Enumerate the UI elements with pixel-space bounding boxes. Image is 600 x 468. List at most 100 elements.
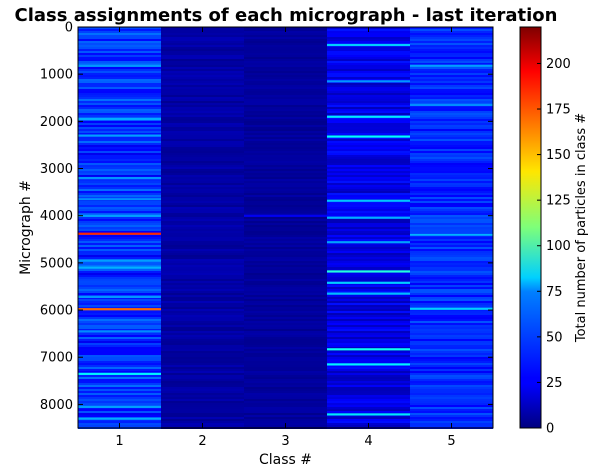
heatmap-band [410,161,493,163]
heatmap-cell-highlight [244,214,327,217]
heatmap-band [410,359,493,361]
heatmap-band [327,249,410,251]
heatmap-band [78,97,161,99]
heatmap-band [161,251,244,253]
heatmap-band [327,393,410,395]
heatmap-band [78,219,161,221]
heatmap-band [410,99,493,101]
heatmap-band [410,263,493,265]
heatmap-band [161,309,244,311]
heatmap-band [244,389,327,391]
heatmap-band [78,363,161,365]
heatmap-band [327,267,410,269]
y-tick-label: 8000 [40,398,73,413]
y-tick-label: 0 [65,21,73,36]
heatmap-band [327,341,410,343]
heatmap-band [327,77,410,79]
heatmap-band [410,313,493,315]
heatmap-band [161,263,244,265]
heatmap-band [410,373,493,375]
heatmap-band [327,117,410,119]
heatmap-cell-highlight [78,64,161,67]
heatmap-band [161,53,244,55]
heatmap-band [244,101,327,103]
heatmap-band [327,33,410,35]
heatmap-band [327,143,410,145]
heatmap-band [161,197,244,199]
heatmap-band [327,275,410,277]
colorbar-tick-label: 150 [546,148,571,163]
heatmap-band [410,143,493,145]
heatmap-band [78,109,161,111]
heatmap-band [78,237,161,239]
heatmap-band [410,87,493,89]
heatmap-band [161,117,244,119]
heatmap-band [78,55,161,57]
x-tick-label: 4 [364,434,372,449]
heatmap-band [161,219,244,221]
heatmap-band [78,409,161,411]
heatmap-band [244,255,327,257]
heatmap-band [244,151,327,153]
heatmap-band [78,381,161,383]
heatmap-band [161,347,244,349]
heatmap-band [244,377,327,379]
heatmap-band [244,271,327,273]
heatmap-band [410,165,493,167]
heatmap-band [161,45,244,47]
heatmap-band [327,377,410,379]
heatmap-band [327,61,410,63]
heatmap-band [410,295,493,297]
heatmap-band [161,87,244,89]
heatmap-band [161,55,244,57]
heatmap-band [327,409,410,411]
heatmap-band [78,299,161,301]
heatmap-band [78,115,161,117]
heatmap-band [161,139,244,141]
heatmap-band [78,167,161,169]
heatmap-band [78,397,161,399]
heatmap-band [244,369,327,371]
heatmap-band [244,285,327,287]
heatmap-band [327,287,410,289]
heatmap-band [410,121,493,123]
heatmap-cell-highlight [78,198,161,201]
heatmap-band [410,217,493,219]
heatmap-band [410,245,493,247]
heatmap-band [161,293,244,295]
heatmap-band [161,381,244,383]
heatmap-band [327,173,410,175]
heatmap-band [244,51,327,53]
heatmap-band [78,359,161,361]
heatmap-band [327,71,410,73]
heatmap-band [410,213,493,215]
heatmap-band [78,77,161,79]
heatmap-band [244,299,327,301]
heatmap-band [161,213,244,215]
heatmap-band [410,399,493,401]
y-tick-label: 1000 [40,68,73,83]
heatmap-band [410,265,493,267]
chart-title: Class assignments of each micrograph - l… [15,5,558,26]
heatmap-band [78,61,161,63]
heatmap-band [161,261,244,263]
heatmap-band [327,187,410,189]
heatmap-band [327,387,410,389]
heatmap-band [78,321,161,323]
heatmap-band [161,383,244,385]
heatmap-band [161,237,244,239]
heatmap-cell-highlight [78,417,161,420]
heatmap-band [78,357,161,359]
heatmap-band [78,231,161,233]
heatmap-cell-highlight [327,43,410,47]
heatmap-band [78,325,161,327]
heatmap-band [327,209,410,211]
heatmap-band [410,323,493,325]
heatmap-band [327,131,410,133]
heatmap-band [161,121,244,123]
heatmap-band [410,275,493,277]
heatmap-band [78,229,161,231]
heatmap-band [410,61,493,63]
heatmap-band [161,61,244,63]
heatmap-band [327,165,410,167]
